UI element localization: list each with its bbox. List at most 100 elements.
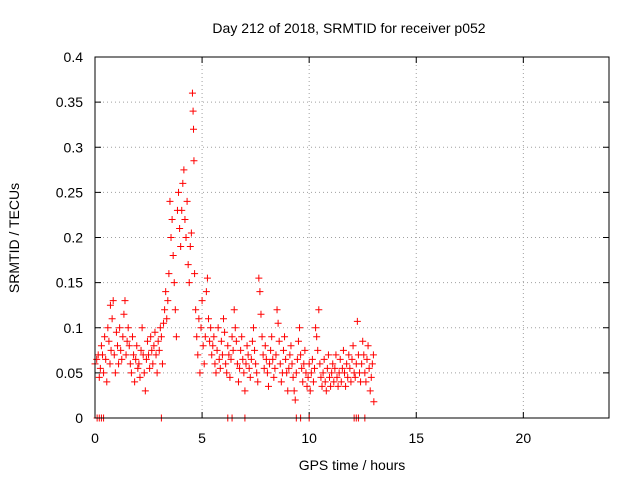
x-tick-label: 10 <box>301 430 317 446</box>
data-point <box>343 360 351 368</box>
data-point <box>285 364 293 372</box>
data-point <box>98 351 106 359</box>
data-point <box>255 274 263 282</box>
y-tick-label: 0.15 <box>56 275 83 291</box>
data-point <box>202 288 210 296</box>
data-point <box>262 355 270 363</box>
data-point <box>207 324 215 332</box>
data-point <box>181 215 189 223</box>
data-point <box>164 297 172 305</box>
data-point <box>342 382 350 390</box>
data-point <box>102 355 110 363</box>
data-point <box>104 324 112 332</box>
data-point <box>358 360 366 368</box>
data-point <box>239 355 247 363</box>
y-axis-label: SRMTID / TECUs <box>6 183 22 293</box>
data-point <box>331 364 339 372</box>
data-point <box>319 369 327 377</box>
data-point <box>96 364 104 372</box>
data-point <box>251 346 259 354</box>
data-point <box>186 243 194 251</box>
data-point <box>315 306 323 314</box>
data-point <box>128 333 136 341</box>
data-point <box>260 364 268 372</box>
data-point <box>224 342 232 350</box>
x-tick-label: 20 <box>516 430 532 446</box>
data-point <box>272 351 280 359</box>
data-point <box>133 342 141 350</box>
data-point <box>111 369 119 377</box>
data-point <box>190 157 198 165</box>
data-point <box>237 346 245 354</box>
data-point <box>205 315 213 323</box>
data-point <box>180 166 188 174</box>
data-point <box>316 360 324 368</box>
data-point <box>103 378 111 386</box>
data-point <box>246 373 254 381</box>
data-point <box>126 360 134 368</box>
data-point <box>215 355 223 363</box>
data-point <box>97 342 105 350</box>
data-point <box>193 333 201 341</box>
data-point <box>125 342 133 350</box>
data-point <box>322 387 330 395</box>
data-point <box>320 355 328 363</box>
data-point <box>341 369 349 377</box>
data-point <box>275 337 283 345</box>
data-point <box>196 369 204 377</box>
data-point <box>294 337 302 345</box>
data-point <box>314 346 322 354</box>
data-point <box>198 297 206 305</box>
data-point <box>254 378 262 386</box>
data-point <box>226 373 234 381</box>
data-point <box>247 355 255 363</box>
data-point <box>241 387 249 395</box>
data-point <box>130 351 138 359</box>
data-point <box>328 369 336 377</box>
x-tick-labels: 0 5 10 15 20 <box>91 430 531 446</box>
data-point <box>369 351 377 359</box>
data-point <box>212 369 220 377</box>
data-point <box>288 360 296 368</box>
data-point <box>244 351 252 359</box>
data-point <box>261 342 269 350</box>
axis-ticks <box>94 56 609 419</box>
data-point <box>123 337 131 345</box>
x-axis-label: GPS time / hours <box>299 457 406 473</box>
data-point <box>140 369 148 377</box>
data-points <box>91 89 378 422</box>
data-point <box>188 89 196 97</box>
data-point <box>296 324 304 332</box>
data-point <box>307 369 315 377</box>
data-point <box>306 387 314 395</box>
data-point <box>115 360 123 368</box>
data-point <box>132 355 140 363</box>
data-point <box>211 360 219 368</box>
data-point <box>351 373 359 381</box>
data-point <box>105 337 113 345</box>
data-point <box>153 369 161 377</box>
data-point <box>113 342 121 350</box>
data-point <box>118 355 126 363</box>
data-point <box>339 346 347 354</box>
data-point <box>194 351 202 359</box>
data-point <box>263 369 271 377</box>
data-point <box>286 351 294 359</box>
plot-frame <box>94 56 610 419</box>
data-point <box>346 364 354 372</box>
data-point <box>329 360 337 368</box>
data-point <box>93 355 101 363</box>
data-point <box>274 319 282 327</box>
data-point <box>334 382 342 390</box>
data-point <box>217 337 225 345</box>
data-point <box>141 387 149 395</box>
data-point <box>367 373 375 381</box>
data-point <box>147 333 155 341</box>
data-point <box>243 342 251 350</box>
data-point <box>195 315 203 323</box>
data-point <box>100 369 108 377</box>
data-point <box>297 351 305 359</box>
data-point <box>165 270 173 278</box>
data-point <box>277 378 285 386</box>
y-tick-label: 0.1 <box>64 320 84 336</box>
